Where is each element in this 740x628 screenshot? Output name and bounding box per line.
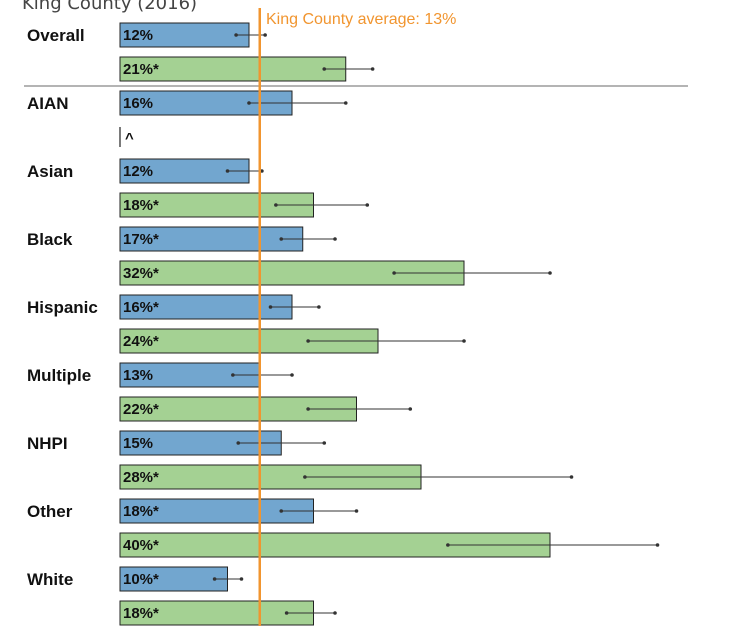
- error-bar-upper-other-blue: [354, 509, 359, 513]
- error-bar-lower-asian-green: [274, 203, 278, 207]
- category-label-aian: AIAN: [27, 94, 69, 113]
- bar-label-overall-blue: 12%: [123, 27, 153, 44]
- bar-hispanic-blue: [119, 294, 293, 320]
- bar-label-aian-blue: 16%: [123, 95, 153, 112]
- error-bar-upper-white-blue: [239, 577, 244, 581]
- error-bar-upper-aian-blue: [343, 101, 348, 105]
- bar-label-nhpi-blue: 15%: [123, 435, 153, 452]
- error-bar-upper-multiple-blue: [290, 373, 294, 377]
- error-bar-lower-black-green: [392, 271, 396, 275]
- reference-line-label: King County average: 13%: [266, 11, 456, 28]
- error-bar-lower-hispanic-green: [306, 339, 310, 343]
- error-bar-upper-multiple-green: [408, 407, 413, 411]
- bar-label-overall-green: 21%*: [123, 61, 159, 78]
- bar-label-asian-green: 18%*: [123, 197, 159, 214]
- bar-label-multiple-blue: 13%: [123, 367, 153, 384]
- bar-overall-blue: [119, 22, 250, 48]
- error-bar-upper-other-green: [655, 543, 660, 547]
- error-bar-upper-nhpi-green: [569, 475, 574, 479]
- category-label-nhpi: NHPI: [27, 434, 68, 453]
- error-bar-lower-overall-blue: [234, 33, 238, 37]
- category-label-asian: Asian: [27, 162, 73, 181]
- error-bar-lower-nhpi-blue: [236, 441, 241, 445]
- category-label-other: Other: [27, 502, 73, 521]
- bar-label-white-green: 18%*: [123, 605, 159, 622]
- error-bar-lower-nhpi-green: [303, 475, 307, 479]
- bar-label-aian-green: ^: [125, 130, 134, 147]
- category-label-black: Black: [27, 230, 73, 249]
- bar-label-multiple-green: 22%*: [123, 401, 159, 418]
- error-bar-lower-black-blue: [279, 237, 284, 241]
- category-label-multiple: Multiple: [27, 366, 91, 385]
- bar-label-other-green: 40%*: [123, 537, 159, 554]
- chart-title: King County (2016): [22, 0, 197, 14]
- bar-white-green: [119, 600, 314, 626]
- error-bar-upper-hispanic-blue: [317, 305, 321, 309]
- error-bar-upper-nhpi-blue: [322, 441, 327, 445]
- bar-label-hispanic-green: 24%*: [123, 333, 159, 350]
- error-bar-upper-black-green: [548, 271, 552, 275]
- error-bar-lower-white-green: [284, 611, 289, 615]
- error-bar-upper-black-blue: [333, 237, 337, 241]
- error-bar-lower-overall-green: [322, 67, 327, 71]
- bar-label-black-blue: 17%*: [123, 231, 159, 248]
- category-label-white: White: [27, 570, 73, 589]
- bar-label-other-blue: 18%*: [123, 503, 159, 520]
- error-bar-lower-white-blue: [212, 577, 217, 581]
- error-bar-lower-hispanic-blue: [268, 305, 273, 309]
- category-label-hispanic: Hispanic: [27, 298, 98, 317]
- error-bar-upper-overall-green: [370, 67, 375, 71]
- bar-label-nhpi-green: 28%*: [123, 469, 159, 486]
- error-bar-lower-asian-blue: [225, 169, 230, 173]
- error-bar-upper-asian-green: [365, 203, 370, 207]
- bar-overall-green: [119, 56, 347, 82]
- bar-label-white-blue: 10%*: [123, 571, 159, 588]
- category-label-overall: Overall: [27, 26, 85, 45]
- error-bar-upper-white-green: [333, 611, 337, 615]
- error-bar-lower-multiple-blue: [231, 373, 235, 377]
- error-bar-lower-other-blue: [279, 509, 284, 513]
- bar-label-hispanic-blue: 16%*: [123, 299, 159, 316]
- error-bar-upper-hispanic-green: [462, 339, 466, 343]
- bars-layer: Overall 12% 21%* AIAN 16% ^ Asian 12% 18%* Black 1…: [27, 22, 660, 626]
- bar-black-blue: [119, 226, 304, 252]
- error-bar-upper-overall-blue: [263, 33, 267, 37]
- error-bar-lower-aian-blue: [247, 101, 251, 105]
- error-bar-lower-other-green: [446, 543, 450, 547]
- bar-label-asian-blue: 12%: [123, 163, 153, 180]
- bar-white-blue: [119, 566, 228, 592]
- bar-label-black-green: 32%*: [123, 265, 159, 282]
- error-bar-lower-multiple-green: [306, 407, 310, 411]
